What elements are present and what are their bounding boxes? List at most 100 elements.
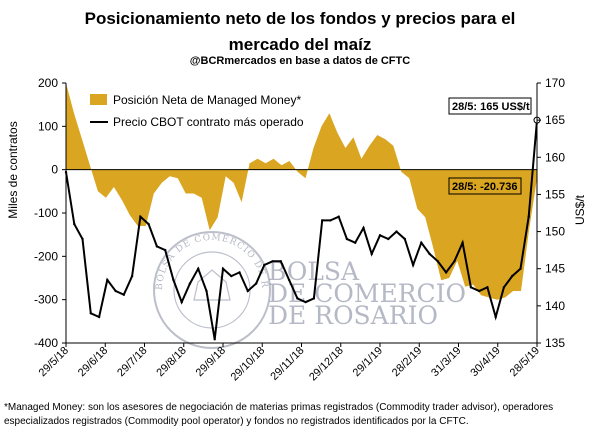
price-point: [287, 278, 291, 282]
y2-tick-label: 150: [545, 225, 565, 239]
legend-area-swatch: [90, 94, 107, 105]
price-point: [122, 293, 126, 296]
price-line: [65, 120, 538, 340]
price-point: [345, 237, 349, 241]
price-point: [164, 248, 167, 252]
price-point: [461, 241, 464, 244]
footnote-line-1: *Managed Money: son los asesores de nego…: [4, 402, 554, 413]
price-point: [486, 286, 489, 289]
y-tick-label: -400: [34, 336, 58, 350]
price-point: [337, 215, 340, 218]
x-axis-ticks: 29/5/18 29/6/18 29/7/18 29/8/18 29/9/18 29/10…: [37, 343, 542, 383]
annotation-position-box: [448, 177, 522, 195]
legend-area-label: Posición Neta de Managed Money*: [113, 93, 301, 107]
price-point: [511, 274, 514, 278]
price-point: [403, 237, 406, 241]
price-point: [478, 289, 481, 293]
y2-axis-ticks: 170 165 160 155 150 145 140 135: [537, 76, 565, 350]
y2-tick-label: 165: [545, 113, 565, 127]
annotation-price-text: 28/5: 165 US$/t: [452, 101, 530, 113]
price-point: [444, 271, 448, 274]
annotation-position-text: 28/5: -20.736: [452, 181, 517, 193]
y2-axis-title: US$/t: [573, 194, 587, 225]
net-position-area: [66, 83, 537, 300]
x-tick-label: 29/12/18: [307, 345, 346, 384]
price-point: [387, 237, 390, 241]
price-point: [453, 260, 456, 263]
x-tick-label: 31/3/19: [429, 345, 463, 379]
x-tick-label: 28/5/19: [508, 345, 542, 379]
x-tick-label: 30/4/19: [468, 345, 502, 379]
legend-line-label: Precio CBOT contrato más operado: [113, 115, 304, 129]
price-point: [312, 297, 316, 300]
price-point: [494, 315, 497, 319]
price-point: [263, 263, 266, 267]
y-tick-label: 0: [51, 163, 58, 177]
price-point: [420, 241, 423, 244]
price-point: [354, 241, 357, 244]
x-tick-label: 29/11/18: [268, 345, 306, 383]
price-point: [139, 215, 142, 218]
watermark-seal-text: BOLSA DE COMERCIO DE ROSARIO: [0, 0, 268, 290]
price-point: [73, 222, 76, 226]
y-tick-label: -200: [34, 249, 58, 263]
price-point: [97, 315, 101, 319]
price-point: [213, 338, 216, 341]
price-point: [188, 282, 192, 285]
price-point: [130, 274, 134, 278]
price-point: [378, 234, 382, 237]
y2-tick-label: 135: [545, 336, 565, 350]
annotation-price-box: [448, 97, 532, 115]
watermark-line-3: DE ROSARIO: [268, 301, 438, 330]
annotation-position: 28/5: -20.736: [448, 177, 522, 195]
y-tick-label: 200: [38, 76, 58, 90]
footnote-line-2: especializados registrados (Commodity po…: [4, 416, 469, 427]
price-point: [279, 260, 282, 263]
price-point: [304, 300, 307, 304]
y2-tick-label: 160: [545, 150, 565, 164]
x-tick-label: 29/10/18: [229, 345, 268, 384]
x-tick-label: 29/9/18: [194, 345, 228, 379]
y-tick-label: 100: [38, 119, 58, 133]
chart-title-line-1: Posicionamiento neto de los fondos y pre…: [84, 9, 516, 28]
price-point: [81, 237, 84, 241]
annotation-price: 28/5: 165 US$/t: [448, 97, 532, 115]
chart-title: Posicionamiento neto de los fondos y pre…: [0, 6, 600, 58]
price-point: [106, 278, 109, 282]
price-point: [502, 286, 506, 289]
price-point: [436, 260, 439, 263]
price-point: [205, 289, 208, 293]
price-point: [197, 267, 200, 270]
price-point: [362, 226, 365, 230]
price-point: [321, 219, 324, 222]
price-point: [296, 297, 299, 300]
y-tick-label: -100: [34, 206, 58, 220]
price-point: [527, 215, 530, 218]
x-tick-label: 29/1/19: [351, 345, 385, 379]
price-point: [238, 271, 241, 274]
price-point: [246, 289, 249, 293]
x-tick-label: 29/8/18: [154, 345, 188, 379]
footnote: *Managed Money: son los asesores de nego…: [4, 401, 596, 429]
watermark-line-1: BOLSA: [268, 257, 360, 286]
price-point: [329, 219, 332, 222]
watermark-line-2: DE COMERCIO: [268, 279, 466, 308]
y2-tick-label: 145: [545, 262, 565, 276]
y-axis-title: Miles de contratos: [6, 121, 20, 218]
y-axis-ticks: 200 100 0 -100 -200 -300 -400: [34, 76, 66, 350]
price-point: [180, 300, 183, 304]
chart-svg: BOLSA DE COMERCIO DE ROSARIO BOLSA DE CO…: [0, 0, 587, 383]
price-point: [254, 282, 258, 285]
price-point: [89, 312, 93, 315]
price-points: [64, 116, 541, 341]
price-point: [395, 230, 398, 233]
y2-tick-label: 170: [545, 76, 565, 90]
price-point: [370, 252, 373, 256]
x-tick-label: 28/2/19: [390, 345, 424, 379]
price-point: [221, 267, 225, 270]
price-point: [155, 245, 159, 248]
chart-subtitle: @BCRmercados en base a datos de CFTC: [189, 55, 411, 67]
y2-tick-label: 155: [545, 187, 565, 201]
price-point: [114, 289, 117, 293]
legend: Posición Neta de Managed Money* Precio C…: [90, 93, 304, 129]
